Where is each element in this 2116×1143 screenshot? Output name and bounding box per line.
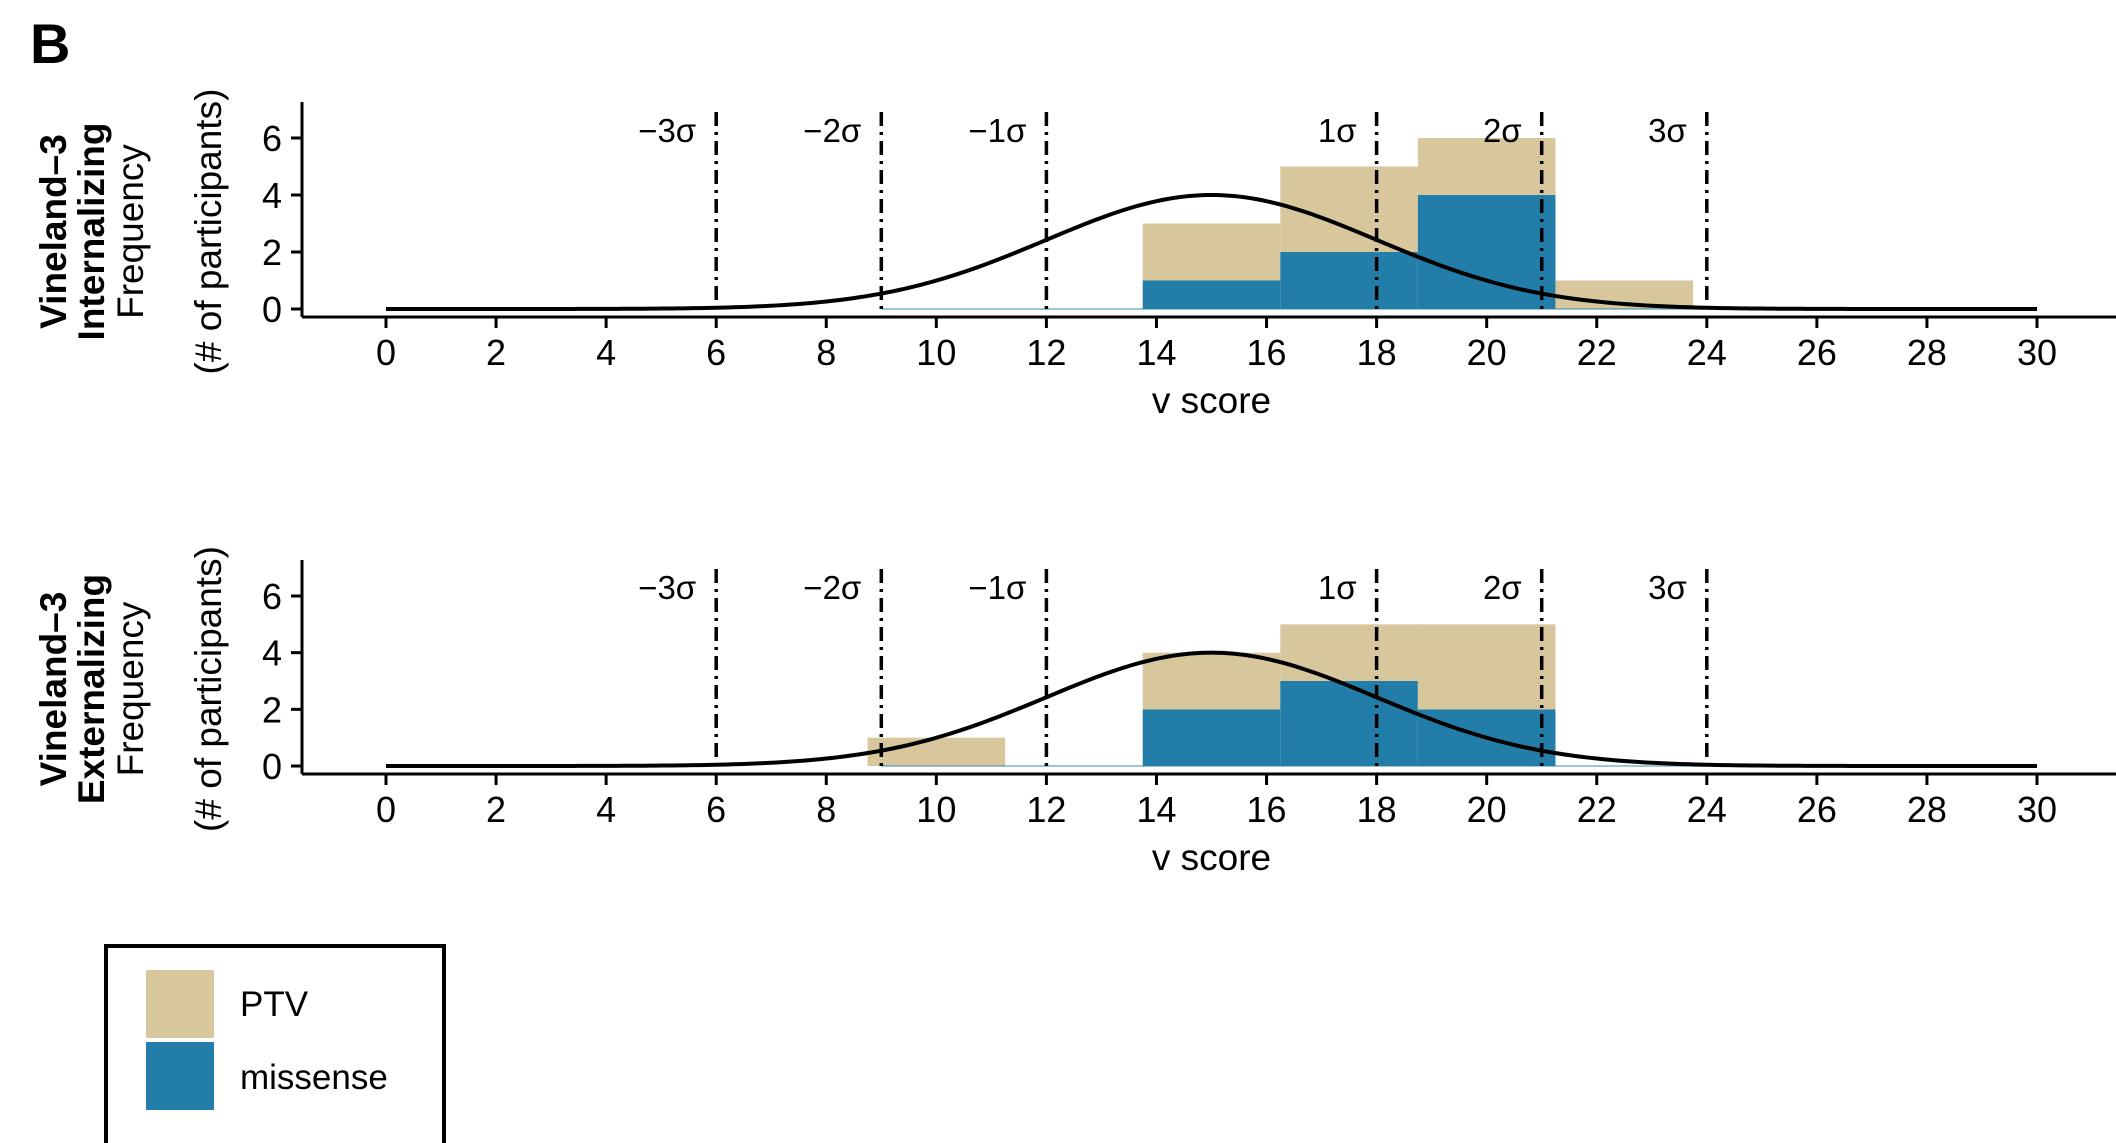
- x-tick-label-0: 0: [376, 332, 396, 373]
- x-tick-label-1: 2: [486, 332, 506, 373]
- bar-missense-2: [1280, 681, 1418, 766]
- x-tick-label-9: 18: [1357, 789, 1397, 830]
- x-tick-label-14: 28: [1907, 789, 1947, 830]
- legend-swatch-missense: [146, 1042, 214, 1110]
- x-tick-label-8: 16: [1247, 332, 1287, 373]
- x-tick-label-3: 6: [706, 789, 726, 830]
- bar-PTV-3: [1417, 138, 1556, 195]
- y-axis-label-line-0: Frequency: [110, 144, 151, 319]
- x-tick-label-14: 28: [1907, 332, 1947, 373]
- x-tick-label-3: 6: [706, 332, 726, 373]
- legend-label-missense: missense: [240, 1058, 388, 1097]
- y-tick-label-0: 0: [262, 289, 282, 330]
- bar-missense-1: [1142, 280, 1281, 309]
- panel-internalizing: −3σ −2σ −1σ 1σ 2σ 3σ0 2 4 6 8 10 12 14 16 18 20 22 24 26 28…: [33, 89, 2116, 421]
- x-tick-label-13: 26: [1797, 789, 1837, 830]
- bar-PTV-1: [1142, 223, 1281, 281]
- y-tick-label-2: 4: [262, 633, 282, 674]
- x-tick-label-4: 8: [816, 789, 836, 830]
- x-axis-label: v score: [1152, 380, 1271, 421]
- sigma-label-2: −1σ: [968, 112, 1026, 149]
- legend-label-ptv: PTV: [240, 985, 309, 1024]
- sigma-label-2: −1σ: [968, 569, 1026, 606]
- x-tick-label-1: 2: [486, 789, 506, 830]
- x-tick-label-11: 22: [1577, 332, 1617, 373]
- x-tick-label-13: 26: [1797, 332, 1837, 373]
- x-tick-label-6: 12: [1026, 789, 1066, 830]
- y-axis-label-line-1: (# of participants): [188, 546, 229, 832]
- y-tick-label-3: 6: [262, 118, 282, 159]
- sigma-label-3: 1σ: [1318, 112, 1357, 149]
- x-tick-label-12: 24: [1687, 789, 1727, 830]
- y-axis-label-line-1: (# of participants): [188, 89, 229, 375]
- x-tick-label-5: 10: [916, 332, 956, 373]
- sigma-label-1: −2σ: [803, 569, 861, 606]
- legend: PTV missense: [104, 944, 446, 1143]
- x-tick-label-9: 18: [1357, 332, 1397, 373]
- sigma-label-3: 1σ: [1318, 569, 1357, 606]
- y-tick-label-1: 2: [262, 689, 282, 730]
- x-tick-label-2: 4: [596, 332, 616, 373]
- sigma-label-4: 2σ: [1483, 569, 1522, 606]
- normal-curve: [386, 192, 2037, 311]
- bar-missense-1: [1142, 709, 1281, 766]
- x-tick-label-4: 8: [816, 332, 836, 373]
- x-tick-label-12: 24: [1687, 332, 1727, 373]
- y-tick-label-0: 0: [262, 746, 282, 787]
- x-tick-label-2: 4: [596, 789, 616, 830]
- x-tick-label-5: 10: [916, 789, 956, 830]
- y-axis-label-line-0: Frequency: [110, 601, 151, 776]
- row-title-line-1: Internalizing: [71, 123, 112, 341]
- bar-PTV-0: [867, 737, 1006, 766]
- y-tick-label-3: 6: [262, 576, 282, 617]
- x-tick-label-0: 0: [376, 789, 396, 830]
- sigma-label-5: 3σ: [1648, 569, 1687, 606]
- x-tick-label-10: 20: [1467, 332, 1507, 373]
- x-tick-label-6: 12: [1026, 332, 1066, 373]
- row-title-line-0: Vineland–3: [33, 134, 74, 329]
- x-tick-label-8: 16: [1247, 789, 1287, 830]
- panel-label: B: [30, 12, 70, 75]
- sigma-label-4: 2σ: [1483, 112, 1522, 149]
- row-title-line-1: Externalizing: [71, 574, 112, 804]
- x-tick-label-10: 20: [1467, 789, 1507, 830]
- x-tick-label-7: 14: [1136, 332, 1176, 373]
- y-tick-label-1: 2: [262, 232, 282, 273]
- bar-missense-2: [1280, 252, 1418, 309]
- x-tick-label-15: 30: [2017, 332, 2057, 373]
- bar-PTV-3: [1417, 624, 1556, 710]
- x-tick-label-15: 30: [2017, 789, 2057, 830]
- x-axis-label: v score: [1152, 837, 1271, 878]
- panel-externalizing: −3σ −2σ −1σ 1σ 2σ 3σ0 2 4 6 8 10 12 14 16 18 20 22 24 26 28…: [33, 546, 2116, 878]
- row-title-line-0: Vineland–3: [33, 592, 74, 787]
- x-tick-label-7: 14: [1136, 789, 1176, 830]
- bar-PTV-2: [1280, 624, 1418, 681]
- legend-swatch-ptv: [146, 970, 214, 1038]
- sigma-label-0: −3σ: [638, 569, 696, 606]
- normal-curve: [386, 650, 2037, 768]
- sigma-label-5: 3σ: [1648, 112, 1687, 149]
- sigma-label-1: −2σ: [803, 112, 861, 149]
- bar-PTV-1: [1142, 652, 1281, 710]
- sigma-label-0: −3σ: [638, 112, 696, 149]
- x-tick-label-11: 22: [1577, 789, 1617, 830]
- y-tick-label-2: 4: [262, 175, 282, 216]
